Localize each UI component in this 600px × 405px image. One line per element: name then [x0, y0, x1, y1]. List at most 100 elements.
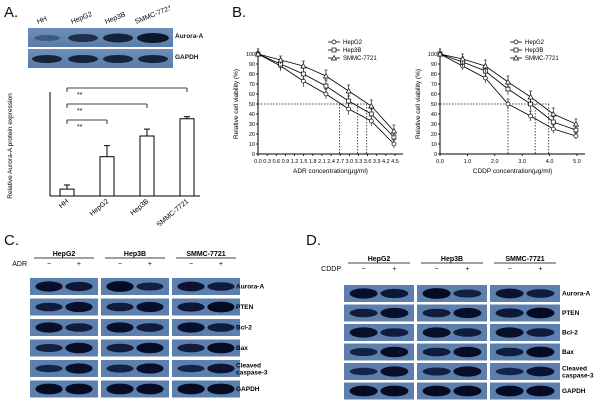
blot-band: [526, 328, 555, 337]
x-tick-label: 1.2: [291, 159, 299, 165]
data-point: [390, 127, 398, 134]
data-point: [346, 106, 351, 112]
blot-band: [453, 385, 482, 397]
blot-band: [137, 33, 169, 43]
y-tick-label: 80: [249, 72, 255, 78]
y-axis-label: Relative cell viability (%): [233, 69, 240, 139]
y-tick-label: 90: [431, 62, 437, 68]
blot-band: [349, 327, 378, 338]
row-label: Cleaved: [562, 366, 587, 373]
x-tick-label: 1.5: [300, 159, 308, 165]
legend-label: Hep3B: [525, 48, 543, 54]
blot-band: [65, 342, 93, 354]
x-tick-label: 4.0: [546, 159, 554, 165]
sign-label: −: [435, 266, 439, 273]
blot-band: [422, 367, 451, 376]
group-label: SMMC-7721: [505, 256, 544, 263]
blot-band: [349, 385, 378, 397]
x-tick-label: 3.9: [373, 159, 381, 165]
blot-band: [453, 289, 482, 298]
data-point: [391, 141, 397, 147]
panel-a-bar-chart: HH HepG2 Hep3B SMMC-7721 ** ** ** Relative Auro…: [0, 78, 200, 229]
y-tick-label: 70: [431, 82, 437, 88]
blot-band: [106, 383, 134, 395]
data-point: [254, 50, 262, 57]
blot-band: [422, 327, 451, 338]
y-tick-label: 10: [249, 142, 255, 148]
y-tick-label: 20: [431, 132, 437, 138]
row-label: caspase-3: [236, 370, 268, 377]
data-point: [323, 91, 329, 97]
blot-band: [136, 323, 164, 332]
blot-band: [526, 307, 555, 319]
panel-c-letter: C.: [4, 232, 19, 249]
y-tick-label: 80: [431, 72, 437, 78]
blot-band: [495, 367, 524, 376]
data-point: [368, 102, 375, 109]
y-tick-label: 10: [431, 142, 437, 148]
data-point: [550, 119, 556, 125]
x-tick-label: 5.0: [573, 159, 581, 165]
panel-b-adr-chart: 0 10 20 30 40 50 60 70 80 90 100 0.0 0.3 0.6 0.9 1.2 1.5…: [228, 14, 418, 214]
y-tick-label: 50: [249, 102, 255, 108]
data-point: [436, 50, 444, 57]
panel-a-lane-label: HepG2: [70, 11, 93, 26]
panel-a-bar-chart-svg: HH HepG2 Hep3B SMMC-7721 ** ** ** Relative Auro…: [7, 87, 200, 229]
y-tick-label: 30: [249, 122, 255, 128]
sign-label: −: [189, 261, 193, 268]
blot-band: [495, 308, 524, 318]
blot-band: [207, 383, 235, 395]
blot-band: [65, 363, 93, 374]
blot-band: [32, 55, 62, 63]
x-tick-label: 3.0: [346, 159, 354, 165]
blot-band: [349, 348, 378, 356]
panel-d-blot: HepG2− + Hep3B − + SMMC-7721− + CDDP Aurora-A PTE…: [302, 255, 600, 400]
blot-band: [138, 55, 168, 63]
blot-band: [103, 55, 133, 63]
y-axis-label: Relative Aurora-A protein expression: [7, 93, 14, 199]
panel-b-cddp-chart-svg: 0 10 20 30 40 50 60 70 80 90 100 0.0 1.0 2.0 3.0 4.0 5.0…: [415, 39, 585, 175]
panel-b-cddp-chart: 0 10 20 30 40 50 60 70 80 90 100 0.0 1.0 2.0 3.0 4.0 5.0…: [410, 14, 600, 214]
blot-band: [177, 383, 205, 395]
data-point: [459, 55, 466, 62]
panel-d-blot-svg: HepG2− +Hep3B− +SMMC-7721− +CDDPAurora-APTE…: [321, 256, 594, 400]
data-point: [368, 118, 374, 124]
blot-strip: [28, 49, 173, 68]
x-tick-label: 2.1: [318, 159, 326, 165]
blot-band: [65, 301, 93, 313]
blot-band: [136, 301, 164, 313]
blot-band: [207, 301, 235, 313]
blot-band: [495, 288, 524, 299]
blot-band: [177, 343, 205, 353]
treatment-label: CDDP: [321, 266, 341, 273]
x-tick-label: SMMC-7721: [156, 198, 191, 226]
sign-label: +: [219, 261, 223, 268]
x-tick-label: 2.4: [327, 159, 335, 165]
blot-band: [453, 346, 482, 358]
blot-band: [177, 322, 205, 333]
group-label: HepG2: [368, 256, 391, 263]
blot-band: [526, 289, 555, 298]
legend-label: HepG2: [343, 40, 363, 46]
panel-a-lane-labels-svg: HH HepG2 Hep3B SMMC-7721: [36, 5, 173, 26]
x-tick-label: 4.2: [382, 159, 390, 165]
x-axis-label: ADR concentration(μg/ml): [293, 168, 368, 175]
data-point: [573, 133, 579, 139]
sign-label: −: [47, 261, 51, 268]
blot-band: [422, 308, 451, 318]
legend-label: HepG2: [525, 40, 545, 46]
panel-a-lane-label: Hep3B: [104, 11, 127, 26]
bar: [179, 118, 195, 197]
panel-a-lane-label: HH: [36, 16, 48, 26]
x-tick-label: HH: [58, 198, 70, 210]
blot-band: [136, 342, 164, 354]
blot-band: [35, 322, 63, 333]
row-label: Aurora-A: [236, 284, 264, 291]
significance-label: **: [77, 92, 83, 99]
panel-a-blot-svg: [28, 28, 173, 68]
sign-label: −: [508, 266, 512, 273]
data-point: [550, 126, 556, 132]
legend-marker: [331, 47, 337, 53]
blot-strip: [28, 28, 173, 47]
significance-label: **: [77, 124, 83, 131]
